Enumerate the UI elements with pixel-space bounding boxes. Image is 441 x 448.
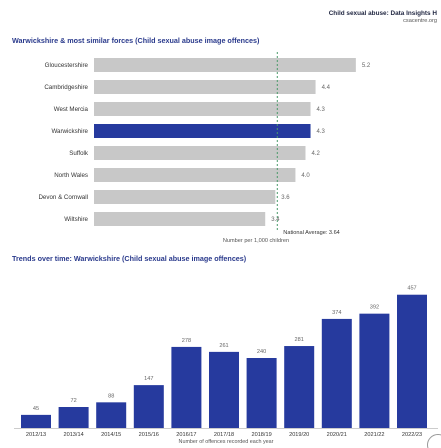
x-tick-label: 2020/21	[327, 432, 347, 438]
x-tick-label: 2016/17	[176, 432, 196, 438]
category-label: Suffolk	[69, 150, 89, 157]
bar	[94, 80, 316, 94]
value-label: 3.6	[281, 195, 290, 201]
x-tick-label: 2014/15	[101, 432, 121, 438]
value-label: 281	[295, 337, 304, 343]
value-label: 240	[257, 349, 266, 355]
header-title: Child sexual abuse: Data Insights H	[328, 10, 437, 17]
national-average-label: National Average: 3.64	[283, 230, 340, 236]
category-label: Wiltshire	[64, 216, 88, 223]
value-label: 374	[332, 310, 341, 316]
category-label: West Mercia	[54, 106, 89, 113]
x-axis-label: Number of offences recorded each year	[179, 439, 274, 445]
comparison-bar-chart: Gloucestershire 5.2 Cambridgeshire 4.4 West …	[38, 52, 371, 244]
category-label: Warwickshire	[51, 128, 88, 135]
bar	[94, 212, 266, 226]
trend-bar	[171, 346, 202, 428]
value-label: 4.4	[322, 85, 331, 91]
bar	[94, 190, 276, 204]
bar	[94, 58, 356, 72]
trend-bar	[96, 402, 127, 428]
highlight-bar	[94, 124, 311, 138]
trend-bar	[359, 313, 390, 428]
trend-bar	[246, 358, 277, 428]
trend-bar	[58, 407, 89, 428]
trend-bar	[321, 318, 352, 428]
trend-bar	[21, 414, 51, 428]
value-label: 261	[219, 343, 228, 349]
value-label: 392	[370, 305, 379, 311]
trend-bar	[284, 346, 315, 428]
x-tick-label: 2019/20	[289, 432, 309, 438]
x-tick-label: 2015/16	[139, 432, 159, 438]
value-label: 5.2	[362, 63, 371, 69]
value-label: 147	[144, 376, 153, 382]
category-label: Gloucestershire	[45, 62, 89, 69]
x-tick-label: 2022/23	[402, 432, 422, 438]
x-tick-label: 2017/18	[214, 432, 234, 438]
value-label: 4.0	[301, 173, 310, 179]
x-axis-label: Number per 1,000 children	[223, 238, 289, 244]
x-tick-label: 2021/22	[364, 432, 384, 438]
comparison-chart-title: Warwickshire & most similar forces (Chil…	[12, 36, 260, 45]
value-label: 4.3	[317, 129, 326, 135]
trend-bar	[133, 385, 164, 428]
value-label: 457	[407, 286, 416, 292]
trend-bar	[209, 351, 239, 428]
header-site: csacentre.org	[403, 18, 437, 24]
x-tick-label: 2012/13	[26, 432, 46, 438]
trend-bar	[397, 294, 427, 428]
trend-bar-chart: 45 2012/13 72 2013/14 88 2014/15 147 2015/16 278…	[14, 286, 438, 445]
value-label: 45	[33, 406, 39, 412]
category-label: North Wales	[54, 172, 88, 179]
value-label: 4.3	[317, 107, 326, 113]
bar	[94, 146, 306, 160]
page-curl-icon	[427, 434, 441, 448]
trend-chart-title: Trends over time: Warwickshire (Child se…	[12, 254, 247, 263]
category-label: Devon & Cornwall	[38, 194, 88, 201]
value-label: 4.2	[312, 151, 321, 157]
x-tick-label: 2018/19	[251, 432, 271, 438]
category-label: Cambridgeshire	[44, 84, 88, 91]
value-label: 278	[182, 338, 191, 344]
x-tick-label: 2013/14	[63, 432, 83, 438]
value-label: 3.4	[271, 217, 280, 223]
bar	[94, 168, 296, 182]
value-label: 72	[70, 398, 76, 404]
bar	[94, 102, 311, 116]
value-label: 88	[108, 393, 114, 399]
